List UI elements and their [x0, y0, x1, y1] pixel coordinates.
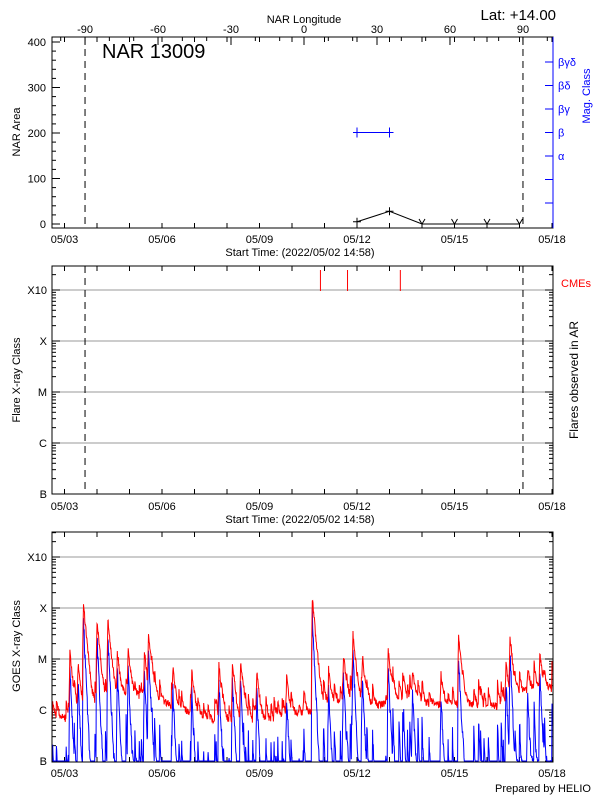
x-tick-label: 05/15 — [441, 501, 469, 513]
x-tick-label: 05/03 — [51, 501, 79, 513]
top-axis-tick-label: -90 — [77, 24, 93, 36]
y-tick-label: X — [40, 603, 48, 615]
x-tick-label: 05/12 — [343, 501, 371, 513]
x-tick-label: 05/06 — [148, 768, 176, 780]
nar-area-panel: NAR Longitude Lat: +14.00 NAR 13009 NAR … — [11, 7, 593, 259]
x-tick-label: 05/15 — [441, 768, 469, 780]
x-tick-label: 05/03 — [51, 234, 79, 246]
top-axis-tick-label: 30 — [371, 24, 383, 36]
y2-tick-label: βδ — [558, 81, 570, 93]
flare-class-panel: Flare X-ray Class Flares observed in AR … — [11, 265, 591, 526]
area-zero-marker — [451, 218, 458, 225]
top-axis-tick-label: 0 — [301, 24, 307, 36]
area-series-line — [356, 210, 520, 225]
area-zero-marker — [418, 218, 426, 225]
y2-axis-title: Mag. Class — [581, 68, 593, 124]
x-tick-label: 05/12 — [343, 234, 371, 246]
y-tick-label: X — [40, 336, 48, 348]
top-axis-tick-label: 60 — [444, 24, 456, 36]
mag-class-point-marker — [353, 127, 361, 138]
y-tick-label: C — [39, 705, 47, 717]
plot-frame — [51, 265, 554, 495]
x-tick-label: 05/06 — [148, 501, 176, 513]
y-tick-label: M — [38, 387, 47, 399]
goes-long-channel-line — [51, 599, 554, 725]
x-tick-label: 05/18 — [538, 501, 566, 513]
y-tick-label: 200 — [28, 128, 46, 140]
x-tick-label: 05/09 — [246, 501, 274, 513]
y-tick-label: M — [38, 654, 47, 666]
x-tick-label: 05/03 — [51, 768, 79, 780]
y-tick-label: X10 — [27, 285, 47, 297]
area-zero-marker — [516, 218, 523, 225]
y2-tick-label: βγ — [558, 104, 570, 116]
plot-frame — [51, 531, 554, 763]
x-tick-label: 05/18 — [538, 234, 566, 246]
latitude-label: Lat: +14.00 — [481, 7, 556, 24]
y-tick-label: B — [40, 756, 47, 768]
y-tick-label: 100 — [28, 174, 46, 186]
y2-tick-label: βγδ — [558, 57, 576, 69]
goes-xray-panel: GOES X-ray Class Prepared by HELIO X10 X M… — [11, 531, 591, 795]
x-tick-label: 05/12 — [343, 768, 371, 780]
x-tick-label: 05/09 — [246, 768, 274, 780]
top-axis-title: NAR Longitude — [267, 14, 342, 26]
y-tick-label: B — [40, 489, 47, 501]
y-axis-title: GOES X-ray Class — [11, 600, 23, 692]
y2-tick-label: α — [558, 151, 565, 163]
credit-label: Prepared by HELIO — [495, 783, 591, 795]
x-tick-label: 05/09 — [246, 234, 274, 246]
area-zero-marker — [483, 218, 491, 225]
top-axis-tick-label: 90 — [517, 24, 529, 36]
y-tick-label: 300 — [28, 83, 46, 95]
x-tick-label: 05/18 — [538, 768, 566, 780]
goes-short-channel-line — [51, 608, 554, 762]
y-axis-title: Flare X-ray Class — [11, 337, 23, 422]
x-tick-label: 05/15 — [441, 234, 469, 246]
top-axis-tick-label: -30 — [223, 24, 239, 36]
y-tick-label: X10 — [27, 552, 47, 564]
x-tick-label: 05/06 — [148, 234, 176, 246]
cme-label: CMEs — [561, 278, 591, 290]
x-axis-title: Start Time: (2022/05/02 14:58) — [225, 514, 374, 526]
y-tick-label: C — [39, 438, 47, 450]
area-point-marker — [353, 217, 361, 226]
chart-title: NAR 13009 — [102, 41, 205, 63]
area-point-marker — [385, 207, 394, 216]
mag-class-point-marker — [385, 127, 394, 138]
top-axis-tick-label: -60 — [150, 24, 166, 36]
x-axis-title: Start Time: (2022/05/02 14:58) — [225, 247, 374, 259]
y-tick-label: 400 — [28, 37, 46, 49]
y2-tick-label: β — [558, 128, 564, 140]
y2-axis-title: Flares observed in AR — [567, 321, 581, 439]
y-tick-label: 0 — [40, 219, 46, 231]
y-axis-title: NAR Area — [11, 107, 23, 157]
